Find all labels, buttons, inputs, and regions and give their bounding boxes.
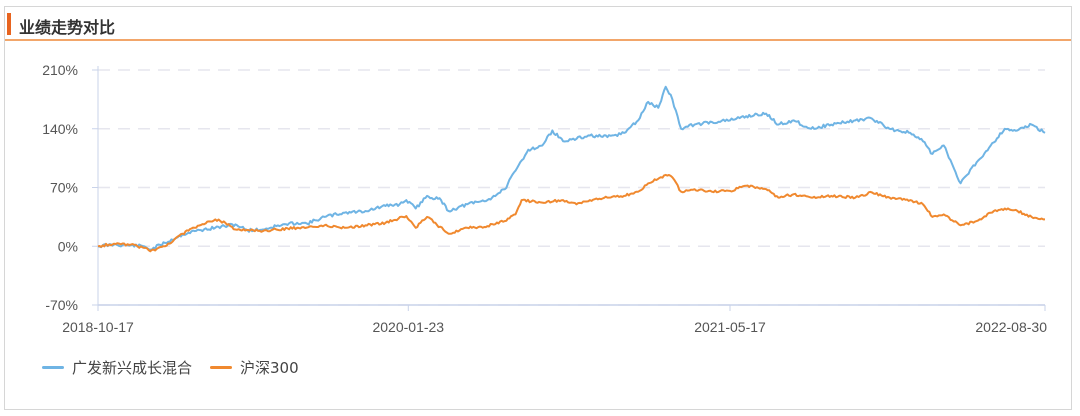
index-series-line [97,173,1045,253]
y-tick-label: 140% [42,121,78,137]
chart-panel: 业绩走势对比 [4,6,1072,410]
chart-legend: 广发新兴成长混合 沪深300 [42,357,317,377]
fund-series-line [97,85,1046,251]
legend-line-fund [42,365,64,369]
legend-item-fund[interactable]: 广发新兴成长混合 [42,357,192,378]
y-tick-label: 70% [50,180,78,196]
y-tick-label: 0% [58,238,78,254]
y-tick-label: -70% [45,297,78,313]
header-accent-bar [7,13,11,35]
legend-item-index[interactable]: 沪深300 [210,357,299,378]
panel-header: 业绩走势对比 [5,7,1071,41]
x-tick-label: 2018-10-17 [62,319,134,335]
legend-line-index [210,365,233,369]
x-tick-label: 2020-01-23 [372,319,444,335]
legend-label-index: 沪深300 [240,358,299,377]
panel-title: 业绩走势对比 [19,18,116,37]
x-tick-label: 2022-08-30 [975,319,1047,335]
y-tick-label: 210% [42,62,78,78]
legend-label-fund: 广发新兴成长混合 [72,358,193,377]
x-tick-label: 2021-05-17 [694,319,766,335]
